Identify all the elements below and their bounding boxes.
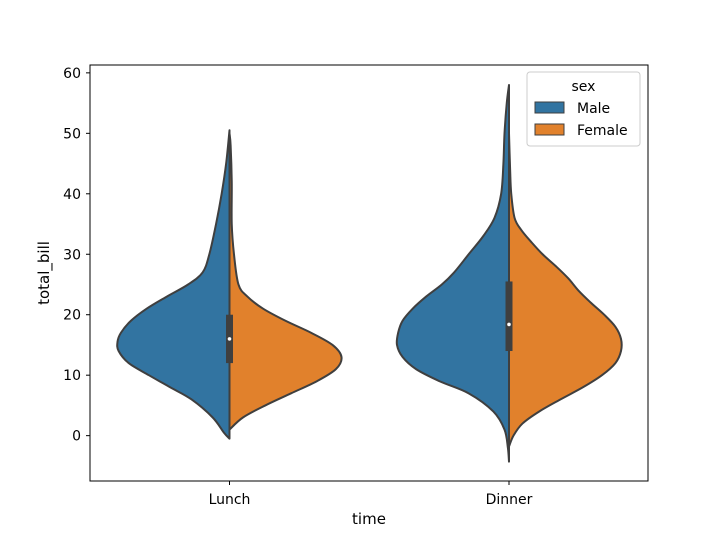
x-axis: Lunch Dinner [209,481,533,508]
y-tick-label: 50 [63,126,81,142]
legend-swatch-female [534,123,565,136]
y-tick-label: 60 [63,66,81,82]
violin-layer [116,83,623,463]
x-tick-label: Lunch [209,492,251,508]
box-dinner [505,281,513,351]
box-layer [226,281,513,364]
y-tick-label: 40 [63,187,81,203]
median-marker-lunch [227,337,232,341]
legend: sex Male Female [526,71,641,147]
legend-swatch-male [534,101,565,114]
y-axis: 0 10 20 30 40 50 60 [63,66,90,445]
legend-label-male: Male [577,101,610,117]
legend-title: sex [572,79,596,95]
x-tick-label: Dinner [486,492,533,508]
median-marker-dinner [507,322,511,327]
y-tick-label: 10 [63,368,81,384]
y-tick-label: 20 [63,308,81,324]
plot-area-frame [89,64,649,482]
y-tick-label: 0 [72,429,81,445]
y-axis-label: total_bill [35,241,54,305]
violin-female-dinner [508,132,623,448]
violin-male-lunch [116,129,231,440]
violin-female-lunch [228,132,343,431]
violin-male-dinner [395,83,510,463]
x-axis-label: time [352,510,386,528]
legend-label-female: Female [577,123,628,139]
y-tick-label: 30 [63,247,81,263]
